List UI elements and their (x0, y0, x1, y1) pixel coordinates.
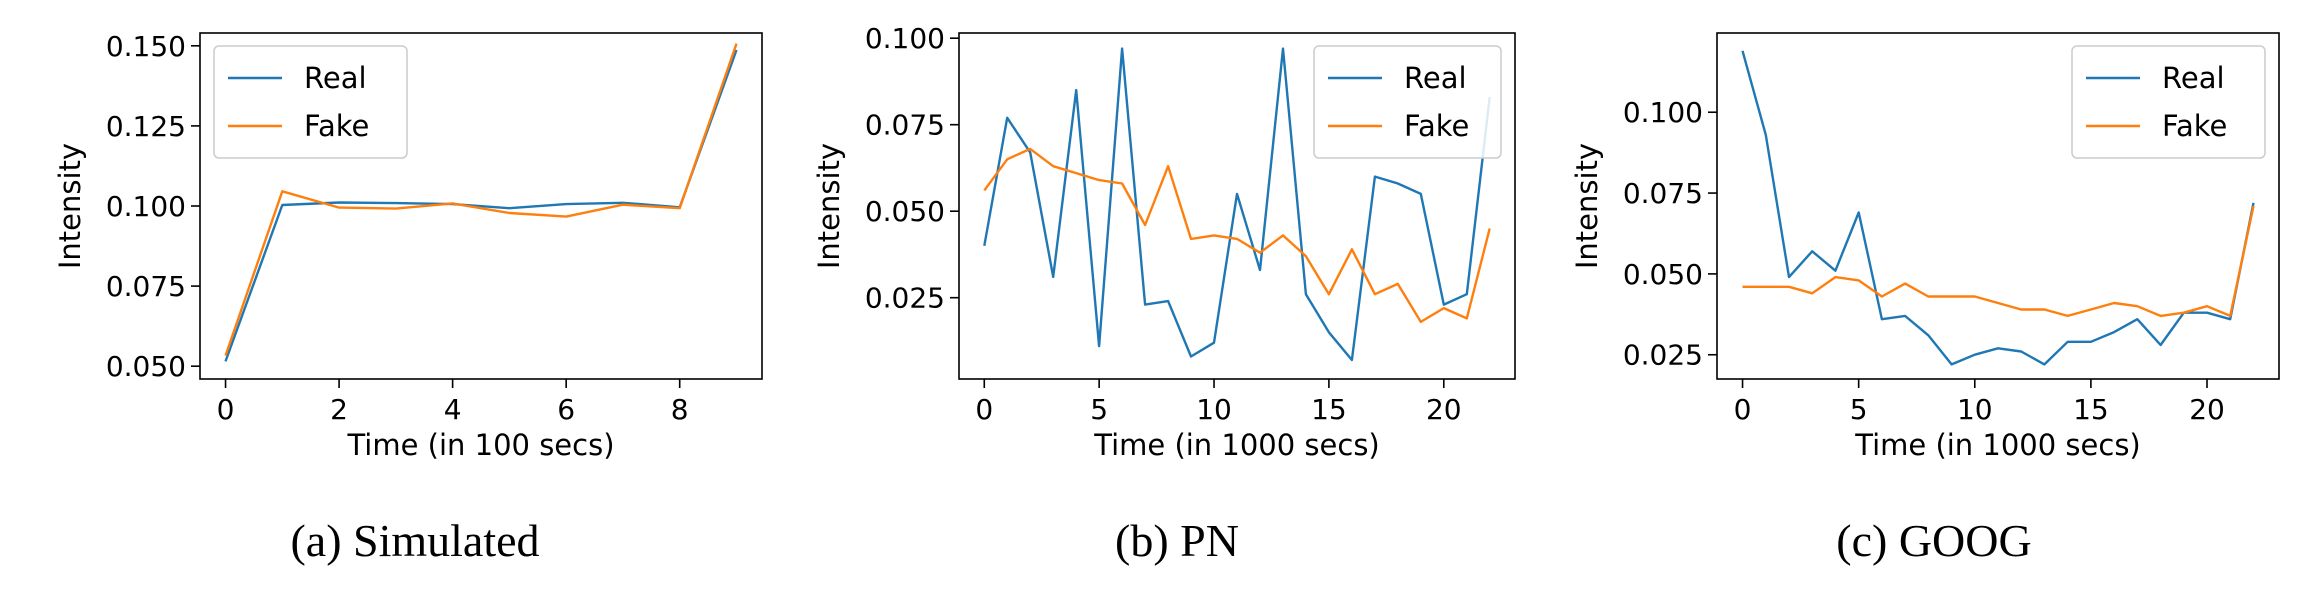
y-tick-label: 0.025 (1623, 339, 1703, 372)
x-tick-label: 2 (330, 393, 348, 426)
x-axis-label: Time (in 1000 secs) (1093, 428, 1380, 462)
y-tick-label: 0.075 (106, 270, 186, 303)
x-tick-label: 6 (557, 393, 575, 426)
x-tick-label: 10 (1196, 393, 1232, 426)
chart-panel-2: 0 5 10 15 20 0.025 0.050 0.075 0.100 Time (in 100… (812, 22, 1516, 566)
y-tick-label: 0.050 (1623, 258, 1703, 291)
legend-label-fake: Fake (2162, 109, 2227, 143)
y-tick-label: 0.100 (865, 22, 945, 55)
x-tick-label: 15 (2073, 393, 2109, 426)
x-tick-label: 0 (217, 393, 235, 426)
y-tick-label: 0.025 (865, 282, 945, 315)
legend-box (1313, 45, 1502, 159)
chart-panel-1: 0 2 4 6 8 0.050 0.075 0.100 0.125 0.150 Time (in 1… (53, 30, 763, 566)
y-tick-label: 0.125 (106, 110, 186, 143)
x-axis-label: Time (in 1000 secs) (1854, 428, 2141, 462)
y-axis-label: Intensity (812, 143, 846, 269)
legend: Real Fake (213, 45, 408, 159)
x-tick-label: 4 (444, 393, 462, 426)
series-line-real (224, 49, 738, 362)
y-tick-label: 0.075 (1623, 177, 1703, 210)
legend-label-fake: Fake (1404, 109, 1469, 143)
x-tick-label: 5 (1850, 393, 1868, 426)
chart-caption: (b) PN (1115, 515, 1239, 566)
chart-panel-3: 0 5 10 15 20 0.025 0.050 0.075 0.100 Time (in 100… (1570, 32, 2280, 566)
legend-label-real: Real (1404, 61, 1467, 95)
y-tick-label: 0.100 (1623, 96, 1703, 129)
y-tick-label: 0.050 (865, 195, 945, 228)
y-tick-label: 0.100 (106, 190, 186, 223)
plot-frame (958, 32, 1516, 380)
legend-label-real: Real (2162, 61, 2225, 95)
legend-label-fake: Fake (304, 109, 369, 143)
x-tick-label: 20 (1426, 393, 1462, 426)
series-line-real (1741, 50, 2255, 366)
plot-frame (1716, 32, 2280, 380)
y-tick-label: 0.150 (106, 30, 186, 63)
legend-box (2071, 45, 2266, 159)
x-tick-label: 0 (1734, 393, 1752, 426)
legend-label-real: Real (304, 61, 367, 95)
y-tick-label: 0.075 (865, 109, 945, 142)
x-tick-label: 5 (1090, 393, 1108, 426)
series-line-fake (1742, 205, 2255, 318)
chart-caption: (c) GOOG (1836, 515, 2031, 566)
x-tick-label: 0 (975, 393, 993, 426)
legend-box (213, 45, 408, 159)
series-line-fake (224, 43, 738, 356)
chart-caption: (a) Simulated (290, 515, 539, 566)
x-tick-label: 15 (1311, 393, 1347, 426)
legend: Real Fake (2071, 45, 2266, 159)
x-tick-label: 20 (2189, 393, 2225, 426)
y-tick-label: 0.050 (106, 350, 186, 383)
series-line-real (983, 47, 1491, 362)
series-line-fake (983, 147, 1491, 324)
y-axis-label: Intensity (1570, 143, 1604, 269)
y-axis-label: Intensity (53, 143, 87, 269)
x-axis-label: Time (in 100 secs) (346, 428, 614, 462)
legend: Real Fake (1313, 45, 1502, 159)
x-tick-label: 8 (671, 393, 689, 426)
x-tick-label: 10 (1957, 393, 1993, 426)
